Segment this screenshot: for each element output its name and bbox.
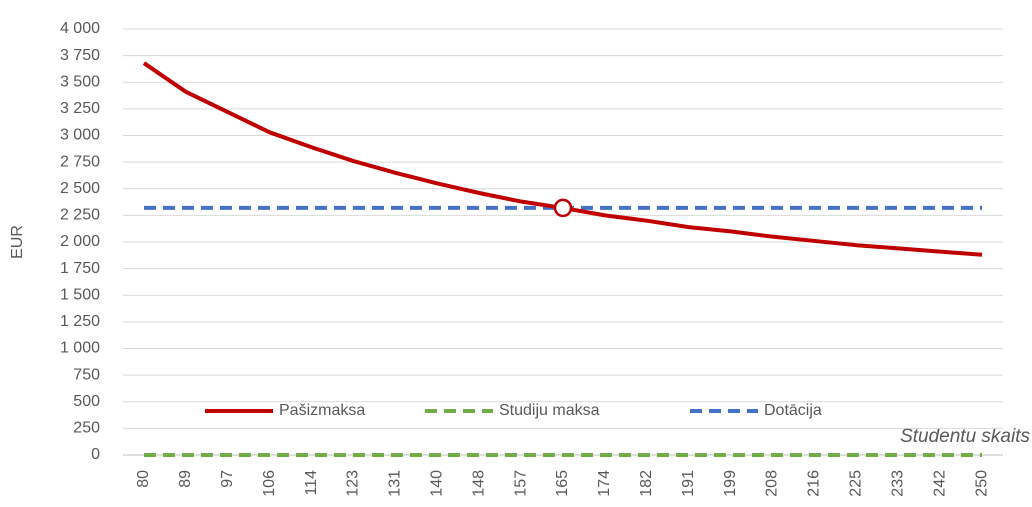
x-tick-label: 199 <box>722 470 739 497</box>
x-tick-label: 208 <box>764 470 781 497</box>
y-tick-label: 2 000 <box>60 233 100 250</box>
y-tick-label: 3 000 <box>60 127 100 144</box>
y-tick-label: 1 000 <box>60 340 100 357</box>
y-tick-label: 3 250 <box>60 100 100 117</box>
x-tick-label: 233 <box>889 470 906 497</box>
x-tick-label: 114 <box>303 470 320 496</box>
y-axis-label: EUR <box>9 225 26 259</box>
x-tick-label: 140 <box>429 470 446 497</box>
y-tick-label: 1 500 <box>60 286 100 303</box>
x-tick-label: 123 <box>345 470 362 497</box>
y-tick-label: 3 500 <box>60 73 100 90</box>
y-tick-label: 2 250 <box>60 207 100 224</box>
x-tick-label: 157 <box>512 470 529 497</box>
x-tick-label: 106 <box>261 470 278 497</box>
legend-label: Pašizmaksa <box>279 402 365 419</box>
legend-label: Studiju maksa <box>499 402 600 419</box>
x-tick-label: 165 <box>554 470 571 497</box>
x-tick-label: 191 <box>680 470 697 497</box>
x-axis-label: Studentu skaits <box>900 426 1030 447</box>
x-tick-label: 242 <box>931 470 948 497</box>
x-tick-label: 89 <box>177 470 194 488</box>
x-tick-label: 97 <box>219 470 236 488</box>
x-tick-label: 148 <box>470 470 487 497</box>
x-tick-label: 250 <box>973 470 990 497</box>
y-tick-label: 0 <box>91 446 100 463</box>
y-tick-label: 3 750 <box>60 47 100 64</box>
x-tick-label: 225 <box>848 470 865 497</box>
x-tick-label: 131 <box>387 470 404 497</box>
highlight-marker <box>553 198 573 218</box>
y-tick-label: 2 500 <box>60 180 100 197</box>
legend-label: Dotācija <box>764 402 822 419</box>
y-tick-label: 1 750 <box>60 260 100 277</box>
x-tick-label: 174 <box>596 470 613 497</box>
y-tick-label: 2 750 <box>60 153 100 170</box>
x-tick-label: 216 <box>806 470 823 497</box>
x-tick-label: 80 <box>135 470 152 488</box>
y-tick-label: 1 250 <box>60 313 100 330</box>
x-tick-label: 182 <box>638 470 655 497</box>
y-tick-label: 4 000 <box>60 20 100 37</box>
series-line <box>142 61 983 257</box>
y-tick-label: 500 <box>73 393 100 410</box>
y-tick-label: 250 <box>73 420 100 437</box>
y-tick-label: 750 <box>73 366 100 383</box>
